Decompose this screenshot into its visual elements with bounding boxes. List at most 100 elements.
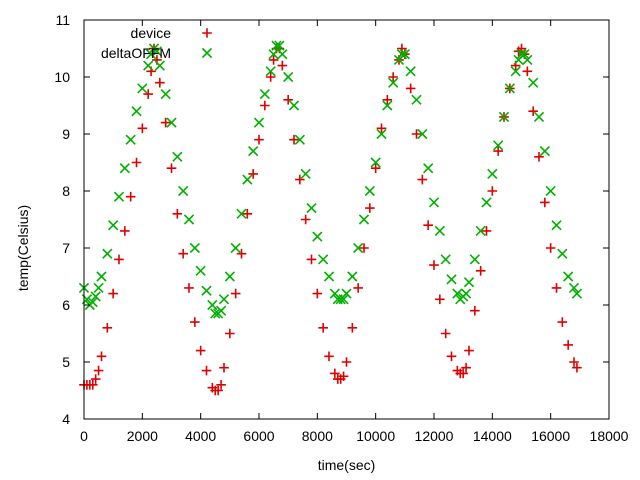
device-point [435, 294, 445, 305]
deltaoffm-point [265, 66, 276, 77]
device-point [493, 146, 503, 156]
device-point [137, 123, 148, 134]
deltaoffm-point [277, 49, 288, 60]
device-point [190, 317, 200, 327]
x-tick-label: 10000 [356, 428, 395, 444]
deltaoffm-point [376, 128, 387, 140]
deltaoffm-point [236, 208, 247, 219]
device-point [446, 351, 457, 362]
deltaoffm-point [125, 134, 136, 145]
deltaoffm-point [533, 111, 545, 123]
device-point [534, 152, 544, 162]
deltaoffm-point [253, 117, 265, 128]
deltaoffm-point [446, 274, 457, 285]
device-point [155, 77, 165, 88]
device-point [487, 186, 498, 196]
deltaoffm-point [207, 299, 218, 311]
device-point [102, 323, 113, 333]
device-point [225, 328, 235, 339]
deltaoffm-point [271, 40, 282, 51]
deltaoffm-point [571, 288, 583, 299]
deltaoffm-point [487, 168, 498, 180]
y-tick-label: 4 [62, 411, 70, 427]
device-point [125, 191, 136, 202]
device-point [330, 368, 340, 379]
device-point [242, 209, 253, 219]
deltaoffm-point [545, 185, 556, 197]
y-tick-label: 10 [54, 69, 70, 85]
x-tick-label: 8000 [302, 428, 333, 444]
deltaoffm-point [108, 220, 119, 231]
deltaoffm-point [300, 168, 311, 180]
deltaoffm-point [411, 94, 422, 105]
device-point [248, 169, 258, 179]
deltaoffm-point [434, 225, 445, 237]
legend: device deltaOFFM [101, 25, 213, 61]
device-point [289, 134, 299, 145]
x-tick-label: 6000 [243, 428, 274, 444]
deltaoffm-point [210, 308, 221, 319]
device-point [470, 305, 480, 316]
device-point [440, 328, 451, 339]
deltaoffm-point [504, 83, 515, 94]
deltaoffm-point [347, 271, 358, 282]
device-point [184, 283, 194, 293]
deltaoffm-point [353, 242, 364, 254]
device-point [405, 83, 416, 94]
device-point [388, 72, 398, 82]
deltaoffm-point [195, 265, 206, 276]
deltaoffm-point [131, 106, 142, 117]
deltaoffm-point [137, 83, 148, 94]
deltaoffm-point [528, 77, 539, 88]
device-point [324, 351, 334, 362]
device-point [295, 174, 305, 185]
deltaoffm-point [189, 242, 200, 254]
deltaoffm-point [183, 214, 195, 225]
device-point [411, 129, 422, 139]
legend-marker-device [202, 28, 212, 38]
device-point [458, 368, 468, 379]
deltaoffm-point [160, 88, 171, 100]
deltaoffm-point [268, 49, 279, 60]
deltaoffm-point [510, 66, 521, 77]
deltaoffm-point [338, 294, 349, 305]
deltaoffm-point [428, 197, 440, 208]
axes: 0 2000 4000 6000 8000 10000 12000 14000 16000 180… [54, 12, 628, 444]
deltaoffm-point [248, 145, 259, 157]
deltaoffm-point [306, 202, 317, 214]
deltaoffm-point [481, 197, 492, 208]
deltaoffm-point [242, 174, 253, 185]
device-point [160, 117, 171, 128]
device-point [417, 174, 428, 185]
device-point [260, 100, 270, 111]
device-point [461, 362, 471, 373]
device-point [219, 362, 229, 373]
deltaoffm-point [364, 185, 375, 197]
device-point [528, 106, 538, 116]
legend-label-device: device [131, 25, 172, 41]
x-tick-label: 12000 [415, 428, 454, 444]
x-axis-label: time(sec) [318, 457, 376, 473]
y-tick-label: 9 [62, 126, 70, 142]
device-point [120, 226, 130, 236]
device-point [90, 374, 101, 384]
deltaoffm-point [399, 49, 410, 60]
deltaoffm-point [172, 151, 183, 162]
deltaoffm-point [119, 163, 130, 174]
deltaoffm-point [215, 305, 227, 316]
device-point [540, 197, 550, 208]
deltaoffm-point [423, 163, 434, 174]
device-point [236, 248, 247, 259]
legend-marker-deltaoffm [201, 47, 213, 59]
deltaoffm-point [498, 111, 510, 123]
device-point [429, 260, 439, 270]
device-point [268, 55, 279, 65]
device-point [166, 163, 177, 173]
y-tick-label: 11 [55, 12, 70, 28]
device-point [353, 283, 363, 293]
deltaoffm-point [417, 128, 428, 140]
deltaoffm-point [475, 225, 486, 237]
y-axis-label: temp(Celsius) [15, 205, 31, 291]
deltaoffm-point [154, 60, 165, 71]
deltaoffm-point [463, 277, 475, 288]
